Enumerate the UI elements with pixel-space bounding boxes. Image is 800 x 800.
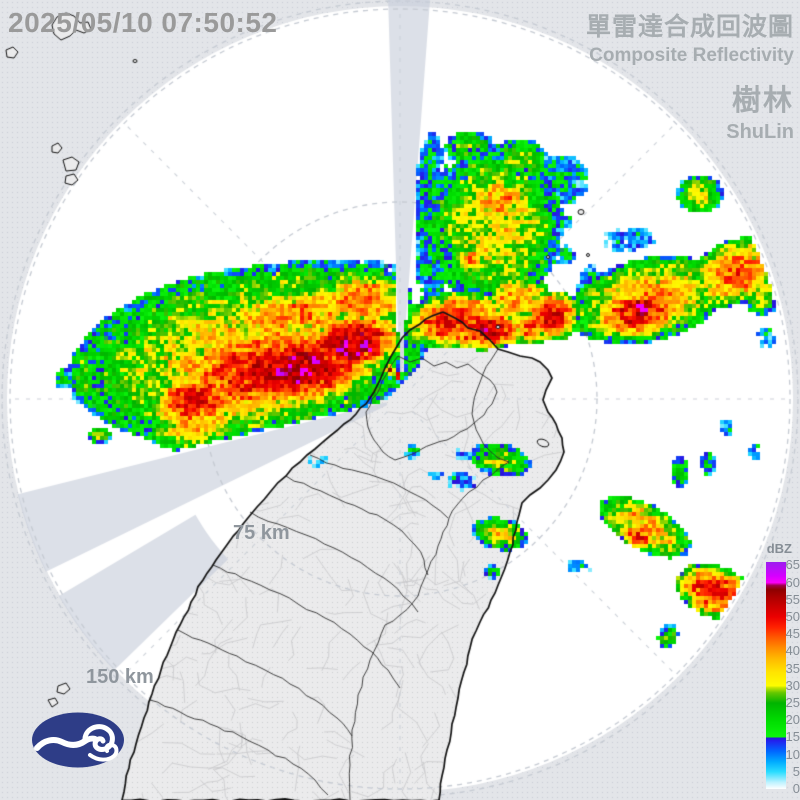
colorbar-tick: 65: [785, 557, 800, 573]
colorbar-tick: 30: [785, 677, 800, 693]
product-title-zh: 單雷達合成回波圖: [585, 13, 794, 41]
colorbar-tick: 15: [785, 729, 800, 745]
title-block: 單雷達合成回波圖 Composite Reflectivity 樹林 ShuLi…: [586, 7, 794, 144]
colorbar-tick: 60: [785, 574, 800, 590]
cwa-logo-swirl: [34, 724, 119, 762]
range-ring-label-75km: 75 km: [233, 522, 290, 544]
timestamp: 2025/05/10 07:50:52: [8, 7, 278, 38]
colorbar-tick: 25: [785, 695, 800, 710]
station-name-zh: 樹林: [731, 85, 794, 117]
station-name-en: ShuLin: [726, 121, 794, 143]
colorbar-tick: 45: [785, 626, 800, 642]
colorbar-gradient: [766, 562, 786, 789]
colorbar-tick: 50: [785, 609, 800, 625]
colorbar-tick: 35: [785, 660, 800, 676]
colorbar-unit-label: dBZ: [766, 541, 792, 556]
colorbar-tick: 20: [785, 712, 800, 728]
cwa-logo: [32, 712, 124, 768]
range-ring-label-150km: 150 km: [86, 666, 154, 688]
colorbar-tick: 10: [785, 746, 800, 762]
colorbar-tick: 40: [785, 643, 800, 659]
colorbar-tick: 55: [785, 591, 800, 607]
product-title-en: Composite Reflectivity: [589, 45, 794, 66]
colorbar-tick: 0: [792, 781, 800, 796]
colorbar-tick: 5: [792, 763, 800, 779]
